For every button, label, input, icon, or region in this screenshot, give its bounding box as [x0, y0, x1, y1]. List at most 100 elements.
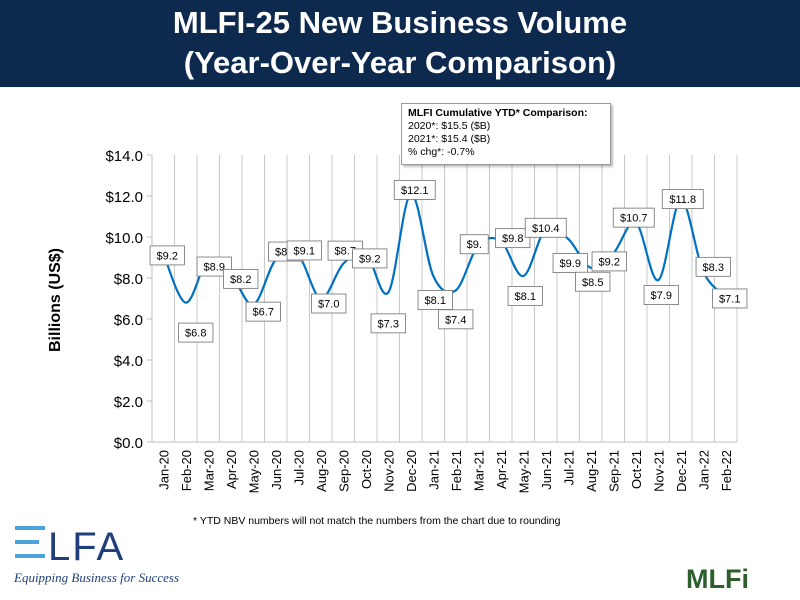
data-label-box — [438, 309, 474, 330]
data-label-layer: $9.2$6.8$8.9$8.2$6.7$8.9$9.1$7.0$8.7$9.2… — [149, 179, 748, 343]
data-label-text: $7.0 — [318, 299, 339, 311]
data-label-text: $9.2 — [157, 250, 178, 262]
data-label-text: $11.8 — [669, 194, 696, 206]
summary-pct-change: % chg*: -0.7% — [408, 146, 475, 158]
x-tick-label: Jul-20 — [291, 450, 306, 485]
data-label-box — [178, 322, 214, 343]
data-label-text: $8.7 — [335, 246, 356, 258]
x-tick-label: Dec-20 — [404, 450, 419, 492]
data-label-box — [370, 313, 406, 334]
data-label-text: $10.4 — [532, 223, 560, 235]
data-label-box — [712, 288, 748, 309]
data-label: $10.4 — [524, 217, 567, 238]
x-tick-label: Sep-21 — [606, 450, 621, 492]
data-label: $8.1 — [417, 290, 453, 310]
data-label: $9.2 — [352, 248, 388, 269]
y-tick-label: $4.0 — [114, 353, 143, 370]
x-tick-label: Aug-20 — [314, 450, 329, 492]
x-tick-label: Jan-20 — [156, 450, 171, 490]
data-label-box — [459, 234, 489, 255]
x-tick-label: Mar-21 — [471, 450, 486, 491]
data-label-box — [223, 268, 259, 289]
title-banner: MLFI-25 New Business Volume (Year-Over-Y… — [0, 0, 800, 87]
data-label-box — [575, 271, 611, 292]
data-label-box — [507, 286, 543, 306]
data-label-text: $7.4 — [445, 314, 466, 326]
data-label: $8.2 — [223, 268, 259, 289]
data-label: $9.9 — [552, 253, 588, 274]
elfa-logo-text: LFA — [48, 525, 125, 569]
data-label-text: $8.2 — [230, 274, 251, 286]
data-label-box — [695, 256, 731, 277]
data-label: $9.2 — [591, 251, 627, 272]
data-label: $8.9 — [196, 256, 232, 277]
x-tick-label: Oct-20 — [359, 450, 374, 489]
data-label-box — [393, 179, 436, 200]
footnote: * YTD NBV numbers will not match the num… — [193, 515, 561, 527]
data-label-box — [286, 240, 322, 261]
data-label-text: $9.2 — [599, 256, 620, 268]
x-tick-label: Apr-20 — [224, 450, 239, 489]
x-tick-label: Jul-21 — [561, 450, 576, 485]
y-tick-label: $10.0 — [105, 230, 143, 247]
x-tick-label: Apr-21 — [494, 450, 509, 489]
y-axis-label: Billions (US$) — [47, 248, 64, 352]
data-label: $9.8 — [495, 228, 531, 249]
data-label-box — [591, 251, 627, 272]
summary-title: MLFI Cumulative YTD* Comparison: — [408, 107, 588, 119]
data-label-box — [524, 217, 567, 238]
y-tick-label: $12.0 — [105, 189, 143, 206]
y-tick-label: $2.0 — [114, 394, 143, 411]
x-tick-label: Jan-22 — [696, 450, 711, 490]
data-label: $11.8 — [661, 189, 704, 210]
x-tick-label: Jun-20 — [269, 450, 284, 490]
data-label-text: $8.9 — [275, 247, 296, 259]
data-label: $6.7 — [245, 301, 281, 322]
y-tick-label: $8.0 — [114, 271, 143, 288]
data-label-text: $9.9 — [560, 258, 581, 270]
mlfi-logo-text: MLFi — [686, 564, 749, 594]
data-label-text: $8.1 — [425, 295, 446, 307]
data-label-box — [643, 285, 679, 305]
data-label-text: $7.3 — [378, 318, 399, 330]
summary-2021: 2021*: $15.4 ($B) — [408, 133, 491, 145]
data-label: $8.1 — [507, 286, 543, 306]
data-label-text: $7.1 — [719, 293, 740, 305]
mlfi-logo: MLFi — [686, 564, 749, 594]
y-tick-label: $14.0 — [105, 148, 143, 165]
y-tick-label: $0.0 — [114, 435, 143, 452]
elfa-tagline: Equipping Business for Success — [13, 570, 179, 585]
x-tick-label: Nov-21 — [651, 450, 666, 492]
data-label-text: $8.1 — [515, 291, 536, 303]
page-title-line2: (Year-Over-Year Comparison) — [183, 45, 617, 80]
data-label-box — [552, 253, 588, 274]
data-label: $7.4 — [438, 309, 474, 330]
data-label-text: $8.9 — [204, 262, 225, 274]
data-label-text: $6.7 — [253, 307, 274, 319]
data-label-text: $9.2 — [359, 253, 380, 265]
data-label: $6.8 — [178, 322, 214, 343]
x-tick-label: Feb-21 — [449, 450, 464, 491]
data-label: $10.7 — [612, 207, 655, 228]
data-label: $8.3 — [695, 256, 731, 277]
data-label-box — [196, 256, 232, 277]
data-label: $7.3 — [370, 313, 406, 334]
x-tick-label: Oct-21 — [629, 450, 644, 489]
data-label-box — [495, 228, 531, 249]
data-label: $8.7 — [327, 240, 363, 261]
data-label-text: $7.9 — [651, 290, 672, 302]
x-tick-label: Dec-21 — [674, 450, 689, 492]
x-tick-label: May-20 — [246, 450, 261, 493]
summary-2020: 2020*: $15.5 ($B) — [408, 120, 491, 132]
data-label-text: $9. — [467, 239, 482, 251]
data-label-box — [612, 207, 655, 228]
x-tick-label: May-21 — [516, 450, 531, 493]
data-label-text: $8.5 — [582, 277, 603, 289]
data-label-box — [417, 290, 453, 310]
data-label-box — [352, 248, 388, 269]
data-label-text: $9.8 — [502, 233, 523, 245]
x-tick-label: Feb-20 — [179, 450, 194, 491]
data-label-text: $9.1 — [294, 245, 315, 257]
page-title-line1: MLFI-25 New Business Volume — [172, 5, 628, 40]
